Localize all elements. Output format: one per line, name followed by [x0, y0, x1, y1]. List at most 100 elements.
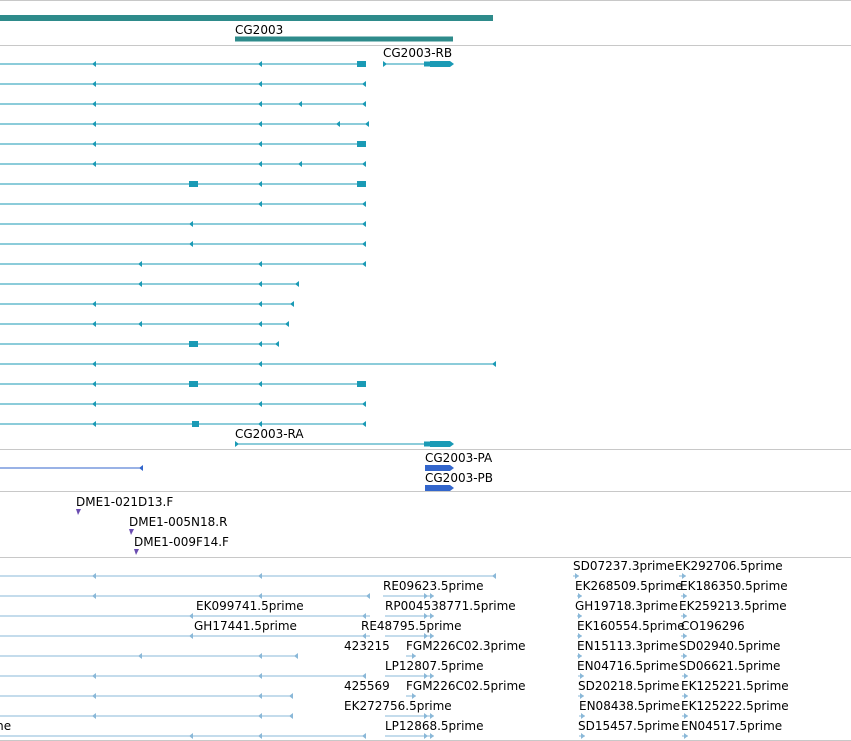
- clone-marker: [134, 549, 139, 555]
- est-label[interactable]: EK272756.5prime: [344, 699, 452, 713]
- est-label[interactable]: FGM226C02.3prime: [406, 639, 526, 653]
- strand-arrow-left: [258, 653, 262, 659]
- clone-marker: [76, 509, 81, 515]
- strand-arrow-left: [138, 281, 142, 287]
- gene-label[interactable]: CG2003: [235, 23, 284, 37]
- est-label[interactable]: SD07237.3prime: [573, 559, 675, 573]
- est-label[interactable]: FGM226C02.5prime: [406, 679, 526, 693]
- est-label[interactable]: EK268509.5prime: [575, 579, 683, 593]
- strand-arrow-right: [430, 673, 434, 679]
- strand-arrow-left: [362, 733, 366, 739]
- strand-arrow-left: [258, 381, 262, 387]
- strand-arrow-right: [580, 673, 584, 679]
- est-label[interactable]: EK125221.5prime: [681, 679, 789, 693]
- protein-label-pa[interactable]: CG2003-PA: [425, 451, 493, 465]
- strand-arrow-left: [92, 61, 96, 67]
- strand-arrow-right: [383, 61, 387, 67]
- exon-box: [424, 441, 430, 447]
- protein-label-pb[interactable]: CG2003-PB: [425, 471, 494, 485]
- est-label[interactable]: RP004538771.5prime: [385, 599, 516, 613]
- est-label[interactable]: LP12807.5prime: [385, 659, 484, 673]
- strand-arrow-left: [258, 121, 262, 127]
- strand-arrow-right: [684, 713, 688, 719]
- strand-arrow-left: [92, 361, 96, 367]
- est-label[interactable]: EK292706.5prime: [675, 559, 783, 573]
- est-label[interactable]: EK186350.5prime: [680, 579, 788, 593]
- strand-arrow-left: [92, 101, 96, 107]
- est-label[interactable]: EN08438.5prime: [579, 699, 681, 713]
- strand-arrow-right: [430, 733, 434, 739]
- exon-box: [189, 341, 198, 347]
- est-label[interactable]: 423215: [344, 639, 390, 653]
- clone-label[interactable]: DME1-005N18.R: [129, 515, 228, 529]
- clone-label[interactable]: DME1-021D13.F: [76, 495, 174, 509]
- est-label[interactable]: EK125222.5prime: [681, 699, 789, 713]
- strand-arrow-left: [258, 713, 262, 719]
- strand-arrow-left: [92, 81, 96, 87]
- transcript-label-ra[interactable]: CG2003-RA: [235, 427, 304, 441]
- est-label[interactable]: RE09623.5prime: [383, 579, 484, 593]
- exon-box: [189, 181, 198, 187]
- strand-arrow-left: [362, 261, 366, 267]
- est-label[interactable]: SD15457.5prime: [578, 719, 680, 733]
- strand-arrow-left: [258, 361, 262, 367]
- est-label[interactable]: GH17441.5prime: [194, 619, 297, 633]
- clone-marker: [129, 529, 134, 535]
- est-label[interactable]: EN04716.5prime: [577, 659, 679, 673]
- est-label[interactable]: SD06621.5prime: [679, 659, 781, 673]
- strand-arrow-left: [275, 341, 279, 347]
- strand-arrow-left: [492, 573, 496, 579]
- strand-arrow-left: [189, 241, 193, 247]
- strand-arrow-left: [362, 613, 366, 619]
- clone-label[interactable]: DME1-009F14.F: [134, 535, 229, 549]
- strand-arrow-left: [92, 593, 96, 599]
- strand-arrow-right: [430, 593, 434, 599]
- est-label[interactable]: me: [0, 719, 12, 733]
- track-separator: [0, 491, 851, 492]
- strand-arrow-left: [258, 261, 262, 267]
- est-label[interactable]: 425569: [344, 679, 390, 693]
- est-label[interactable]: EN04517.5prime: [681, 719, 783, 733]
- strand-arrow-left: [138, 321, 142, 327]
- strand-arrow-left: [258, 693, 262, 699]
- est-label[interactable]: EN15113.3prime: [577, 639, 679, 653]
- est-label[interactable]: SD02940.5prime: [679, 639, 781, 653]
- strand-arrow-left: [258, 281, 262, 287]
- strand-arrow-left: [258, 161, 262, 167]
- strand-arrow-right: [684, 673, 688, 679]
- strand-arrow-left: [258, 81, 262, 87]
- exon-box: [430, 61, 450, 67]
- strand-arrow-left: [92, 141, 96, 147]
- est-label[interactable]: EK099741.5prime: [196, 599, 304, 613]
- est-label[interactable]: SD20218.5prime: [578, 679, 680, 693]
- strand-arrow-left: [258, 101, 262, 107]
- exon-box: [357, 141, 366, 147]
- strand-arrow-left: [336, 121, 340, 127]
- strand-arrow-left: [92, 673, 96, 679]
- est-label[interactable]: LP12868.5prime: [385, 719, 484, 733]
- strand-arrow-left: [289, 693, 293, 699]
- strand-arrow-right: [581, 713, 585, 719]
- exon-box: [424, 61, 430, 67]
- transcript-label-rb[interactable]: CG2003-RB: [383, 46, 453, 60]
- strand-arrow-left: [362, 201, 366, 207]
- strand-arrow-right: [424, 673, 428, 679]
- strand-arrow-left: [258, 141, 262, 147]
- strand-arrow-left: [92, 321, 96, 327]
- strand-arrow-left: [294, 653, 298, 659]
- strand-arrow-left: [362, 421, 366, 427]
- exon-box: [189, 381, 198, 387]
- est-label[interactable]: CO196296: [681, 619, 745, 633]
- est-label[interactable]: EK160554.5prime: [577, 619, 685, 633]
- strand-arrow-left: [258, 201, 262, 207]
- strand-arrow-left: [189, 633, 193, 639]
- strand-arrow-right: [424, 733, 428, 739]
- track-separator: [0, 557, 851, 558]
- strand-arrow-left: [92, 693, 96, 699]
- strand-arrow-right: [412, 693, 416, 699]
- est-label[interactable]: RE48795.5prime: [361, 619, 462, 633]
- est-label[interactable]: GH19718.3prime: [575, 599, 678, 613]
- est-label[interactable]: EK259213.5prime: [679, 599, 787, 613]
